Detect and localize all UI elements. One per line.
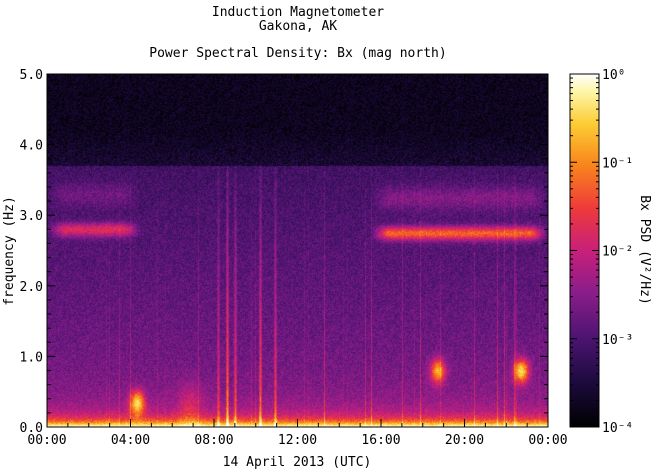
colorbar-tick-label: 10⁻¹ — [602, 156, 633, 171]
y-tick-label: 2.0 — [20, 280, 43, 295]
y-tick-label: 4.0 — [20, 139, 43, 154]
x-tick-label: 20:00 — [445, 433, 484, 448]
psd-heatmap — [47, 74, 548, 427]
colorbar: 10⁰ 10⁻¹ 10⁻² 10⁻³ 10⁻⁴ Bx PSD (V²/Hz) — [569, 68, 652, 436]
figure-location: Gakona, AK — [259, 19, 337, 34]
figure-title: Induction Magnetometer — [212, 5, 384, 20]
x-axis-label: 14 April 2013 (UTC) — [223, 455, 372, 470]
colorbar-ticks: 10⁰ 10⁻¹ 10⁻² 10⁻³ 10⁻⁴ — [570, 68, 633, 436]
figure-subtitle: Power Spectral Density: Bx (mag north) — [149, 46, 446, 61]
y-axis: 0.0 1.0 2.0 3.0 4.0 5.0 — [20, 68, 548, 436]
x-tick-label: 00:00 — [27, 433, 66, 448]
x-tick-label: 16:00 — [361, 433, 400, 448]
x-tick-label: 12:00 — [278, 433, 317, 448]
colorbar-tick-label: 10⁻³ — [602, 333, 633, 348]
spectrogram-plot — [46, 73, 549, 428]
x-tick-label: 08:00 — [194, 433, 233, 448]
y-axis-label: frequency (Hz) — [2, 196, 17, 306]
x-tick-label: 04:00 — [111, 433, 150, 448]
x-axis: 00:00 04:00 08:00 12:00 16:00 20:00 00:00 — [27, 74, 568, 448]
y-tick-label: 5.0 — [20, 68, 43, 83]
y-tick-label: 3.0 — [20, 209, 43, 224]
y-tick-label: 1.0 — [20, 350, 43, 365]
y-tick-label: 0.0 — [20, 421, 43, 436]
colorbar-tick-label: 10⁻⁴ — [602, 421, 633, 436]
colorbar-tick-label: 10⁻² — [602, 245, 633, 260]
colorbar-tick-label: 10⁰ — [602, 68, 625, 83]
x-tick-label: 00:00 — [528, 433, 567, 448]
colorbar-label: Bx PSD (V²/Hz) — [637, 195, 652, 305]
